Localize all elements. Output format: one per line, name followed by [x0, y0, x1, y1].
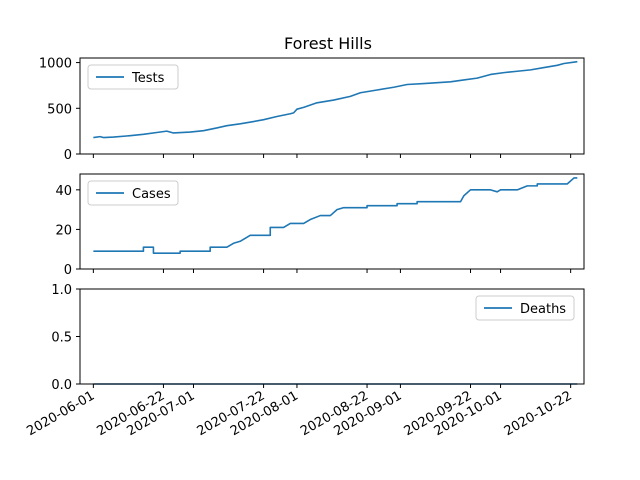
y-tick-label: 500 — [47, 102, 72, 117]
legend: Tests — [87, 64, 179, 90]
legend-label: Deaths — [520, 302, 566, 317]
x-tick-label: 2020-06-01 — [24, 388, 97, 439]
cases-line — [93, 177, 578, 254]
panel-deaths: 0.0 0.5 1.0 Deaths — [51, 283, 585, 393]
y-tick-label: 1000 — [39, 57, 72, 72]
legend: Cases — [87, 180, 179, 206]
legend: Deaths — [475, 295, 575, 321]
y-tick-label: 0 — [64, 263, 72, 278]
legend-label: Tests — [131, 71, 165, 86]
legend-box — [475, 295, 575, 321]
y-tick-label: 40 — [55, 184, 72, 199]
y-tick-label: 0 — [64, 148, 72, 163]
legend-label: Cases — [132, 187, 171, 202]
y-tick-label: 0.0 — [51, 378, 72, 393]
x-tick-labels: 2020-06-012020-06-222020-07-012020-07-22… — [24, 388, 574, 439]
legend-box — [87, 64, 179, 90]
panel-cases: 0 20 40 Cases — [55, 173, 585, 278]
chart-title: Forest Hills — [284, 34, 372, 53]
panel-tests: 0 500 1000 Tests — [39, 57, 585, 163]
axes-frame — [79, 173, 585, 270]
y-tick-label: 20 — [55, 223, 72, 238]
x-tick-label: 2020-10-22 — [502, 388, 575, 439]
legend-box — [87, 180, 179, 206]
tests-line — [93, 60, 578, 139]
axes-frame — [79, 57, 585, 155]
y-tick-label: 1.0 — [51, 283, 72, 298]
panels: 0 500 1000 Tests 0 20 40 Cases 0.0 0.5 1.0 Deaths 20… — [24, 57, 585, 439]
y-tick-label: 0.5 — [51, 331, 72, 346]
